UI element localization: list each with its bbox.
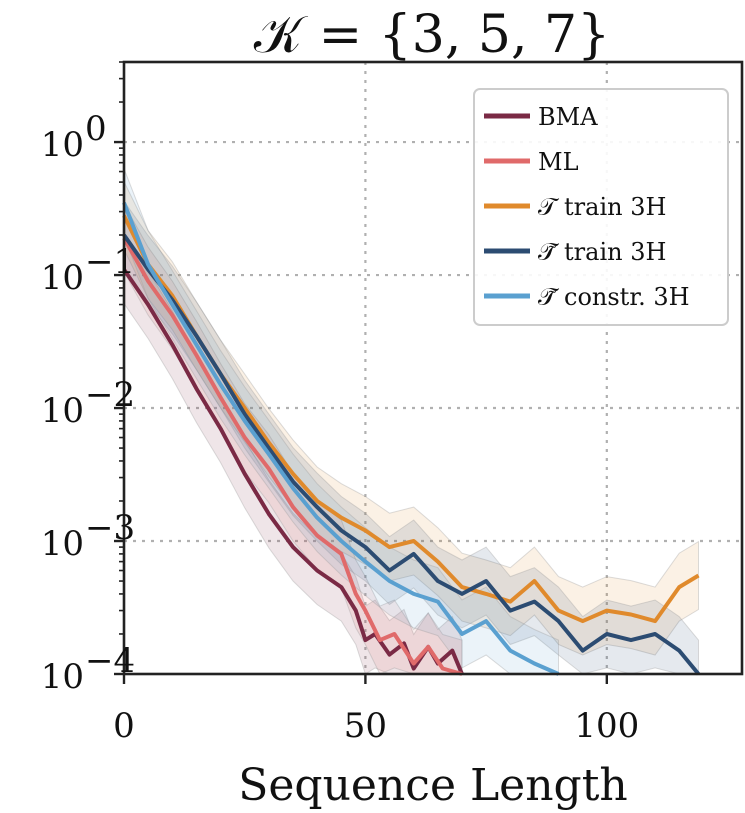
x-axis-label: Sequence Length [238,760,628,811]
axis-ticks [114,61,609,684]
y-tick-exponent: −3 [85,508,135,548]
legend-label: 𝒯 train 3H [538,193,666,221]
legend-box [473,88,729,326]
legend-label: ML [538,148,579,176]
y-tick-label: 10 [41,524,84,564]
legend-label: 𝒯̃ train 3H [538,238,666,266]
x-tick-label: 0 [113,706,135,746]
chart-title: 𝒦 = {3, 5, 7} [254,5,610,65]
y-tick-exponent: −2 [85,375,135,415]
y-tick-exponent: 0 [85,109,107,149]
legend-label: 𝒯̃ constr. 3H [538,283,690,311]
y-tick-exponent: −4 [85,641,135,681]
legend: BMA ML 𝒯 train 3H 𝒯̃ train 3H 𝒯̃ constr. 3H [473,88,729,326]
y-tick-label: 10 [41,391,84,431]
series-line [122,237,463,676]
y-tick-label: 10 [41,125,84,165]
series-line [122,233,701,676]
y-tick-label: 10 [41,258,84,298]
x-tick-label: 100 [574,706,639,746]
x-tick-label: 50 [344,706,387,746]
y-tick-label: 10 [41,657,84,697]
x-tick-labels: 0 50 100 [113,706,639,746]
series-line [122,201,560,676]
legend-label: BMA [538,103,598,131]
confidence-bands [123,168,699,675]
y-tick-exponent: −1 [85,242,135,282]
series-lines [122,201,701,676]
